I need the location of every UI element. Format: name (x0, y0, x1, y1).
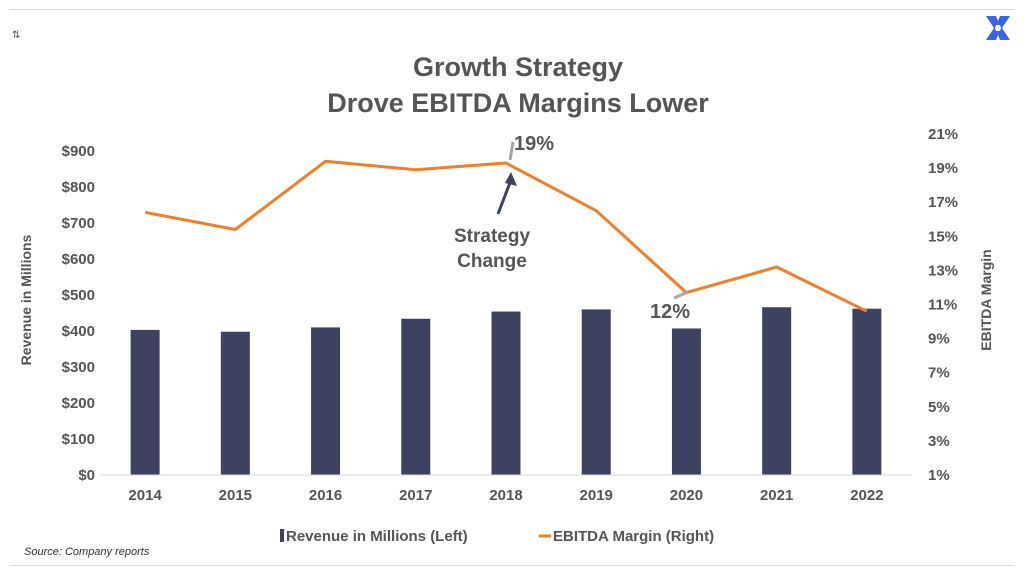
callout-arrow (496, 179, 513, 215)
right-axis-label: EBITDA Margin (978, 249, 994, 350)
left-tick-label: $200 (62, 395, 95, 412)
callout-arrowhead (505, 172, 517, 186)
top-divider (10, 9, 1014, 10)
legend-revenue-label: Revenue in Millions (Left) (286, 528, 468, 545)
left-tick-label: $500 (62, 287, 95, 304)
x-axis-labels: 2014 2015 2016 2017 2018 2019 2020 2021 2022 (128, 487, 883, 504)
right-tick-label: 13% (928, 262, 958, 279)
left-axis-ticks: $0 $100 $200 $300 $400 $500 $600 $700 $800 $900 (62, 143, 95, 484)
right-tick-label: 1% (928, 467, 950, 484)
right-tick-label: 21% (928, 126, 958, 143)
left-tick-label: $0 (78, 467, 95, 484)
x-tick-label: 2015 (219, 487, 252, 504)
legend-revenue-swatch (280, 529, 284, 542)
right-tick-label: 5% (928, 399, 950, 416)
swap-icon: ⇅ (12, 30, 21, 41)
x-tick-label: 2018 (489, 487, 522, 504)
right-tick-label: 17% (928, 194, 958, 211)
x-tick-label: 2014 (128, 487, 162, 504)
revenue-bar (401, 318, 431, 475)
low-leader-line (673, 290, 689, 300)
x-tick-label: 2020 (670, 487, 703, 504)
right-tick-label: 3% (928, 433, 950, 450)
right-tick-label: 15% (928, 228, 958, 245)
left-tick-label: $900 (62, 143, 95, 160)
x-tick-label: 2017 (399, 487, 432, 504)
right-tick-label: 9% (928, 331, 950, 348)
callout-line-2: Change (457, 251, 527, 272)
brand-logo-icon (986, 16, 1010, 40)
x-tick-label: 2021 (760, 487, 793, 504)
revenue-bar (130, 329, 160, 475)
right-tick-label: 19% (928, 160, 958, 177)
left-tick-label: $300 (62, 359, 95, 376)
right-axis-ticks: 1% 3% 5% 7% 9% 11% 13% 15% 17% 19% 21% (928, 126, 958, 484)
peak-leader-line (508, 141, 515, 161)
ebitda-margin-line (144, 159, 868, 313)
chart-title-line-2: Drove EBITDA Margins Lower (327, 88, 709, 118)
source-note: Source: Company reports (24, 546, 150, 558)
right-tick-label: 11% (928, 297, 957, 314)
revenue-bars (130, 307, 882, 475)
revenue-bar (852, 308, 882, 475)
x-tick-label: 2016 (309, 487, 342, 504)
left-axis-label: Revenue in Millions (18, 234, 34, 365)
chart-title-line-1: Growth Strategy (413, 52, 623, 82)
left-tick-label: $700 (62, 215, 95, 232)
callout-line-1: Strategy (454, 226, 530, 247)
revenue-bar (671, 328, 701, 475)
revenue-bar (762, 307, 792, 475)
revenue-bar (220, 331, 250, 475)
left-tick-label: $600 (62, 251, 95, 268)
revenue-bar (491, 311, 521, 475)
left-tick-label: $100 (62, 431, 95, 448)
peak-margin-label: 19% (514, 133, 554, 155)
x-tick-label: 2022 (850, 487, 883, 504)
legend-margin-label: EBITDA Margin (Right) (553, 528, 714, 545)
right-tick-label: 7% (928, 365, 950, 382)
revenue-bar (311, 327, 341, 475)
revenue-bar (581, 309, 611, 475)
left-tick-label: $800 (62, 179, 95, 196)
low-margin-label: 12% (650, 301, 690, 323)
x-tick-label: 2019 (580, 487, 613, 504)
bottom-divider (10, 565, 1014, 566)
left-tick-label: $400 (62, 323, 95, 340)
